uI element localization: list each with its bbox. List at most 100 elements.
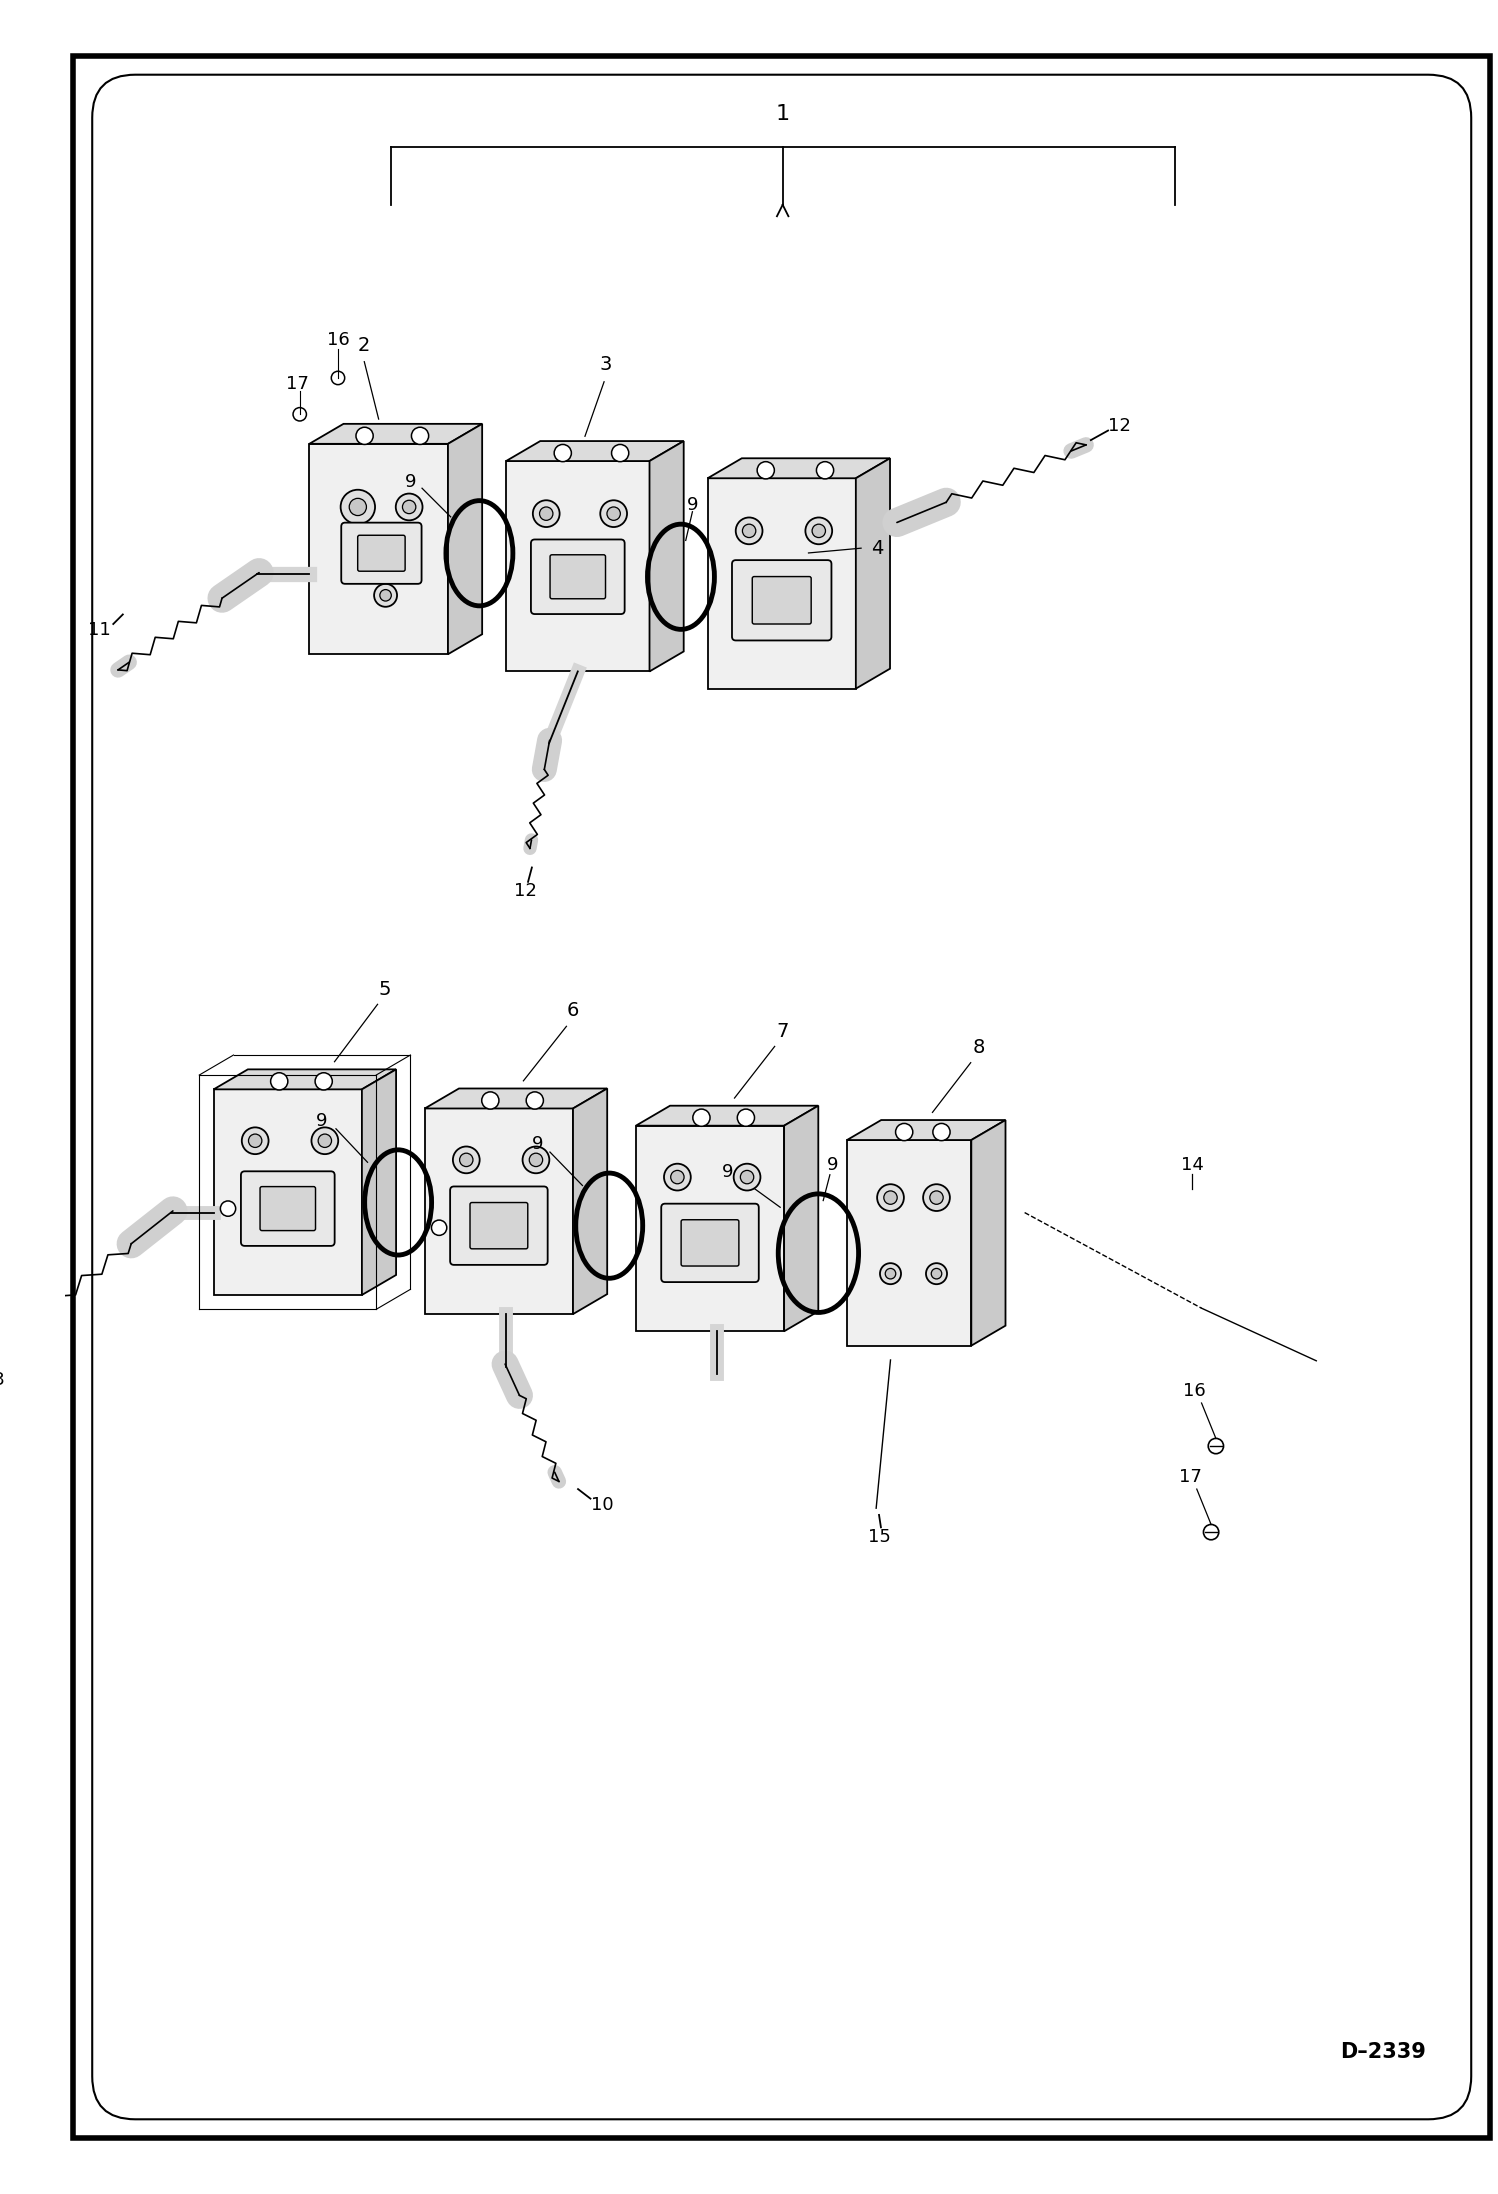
Text: 12: 12 <box>514 882 536 900</box>
Polygon shape <box>506 461 650 671</box>
Polygon shape <box>309 443 448 654</box>
Circle shape <box>932 1268 942 1279</box>
FancyBboxPatch shape <box>550 555 605 599</box>
Circle shape <box>533 500 560 527</box>
Circle shape <box>412 428 428 445</box>
Text: 5: 5 <box>377 979 391 998</box>
Circle shape <box>403 500 416 513</box>
Text: 8: 8 <box>972 1038 984 1058</box>
FancyBboxPatch shape <box>752 577 812 623</box>
FancyBboxPatch shape <box>261 1187 316 1231</box>
Circle shape <box>539 507 553 520</box>
Circle shape <box>806 518 833 544</box>
Circle shape <box>607 507 620 520</box>
Circle shape <box>816 461 834 478</box>
Circle shape <box>926 1264 947 1283</box>
Circle shape <box>315 1073 333 1090</box>
Text: 9: 9 <box>532 1134 544 1154</box>
Text: 15: 15 <box>867 1527 890 1547</box>
Circle shape <box>220 1200 235 1215</box>
Circle shape <box>241 1128 268 1154</box>
Text: 9: 9 <box>686 496 698 513</box>
Polygon shape <box>783 1106 818 1332</box>
Text: D–2339: D–2339 <box>1341 2043 1426 2062</box>
FancyBboxPatch shape <box>449 1187 548 1266</box>
Circle shape <box>933 1123 950 1141</box>
Circle shape <box>374 584 397 608</box>
Polygon shape <box>425 1088 607 1108</box>
Circle shape <box>460 1154 473 1167</box>
Polygon shape <box>846 1141 971 1345</box>
Polygon shape <box>707 459 890 478</box>
FancyBboxPatch shape <box>470 1202 527 1248</box>
Circle shape <box>930 1191 944 1205</box>
Polygon shape <box>846 1121 1005 1141</box>
Polygon shape <box>650 441 683 671</box>
Text: 2: 2 <box>358 336 370 355</box>
FancyBboxPatch shape <box>530 540 625 614</box>
Circle shape <box>923 1185 950 1211</box>
Polygon shape <box>363 1068 395 1294</box>
Circle shape <box>671 1169 685 1185</box>
Circle shape <box>664 1163 691 1191</box>
Polygon shape <box>214 1090 363 1294</box>
Text: 9: 9 <box>316 1112 328 1130</box>
Circle shape <box>249 1134 262 1147</box>
Text: 11: 11 <box>87 621 111 638</box>
Circle shape <box>271 1073 288 1090</box>
Circle shape <box>349 498 367 516</box>
Text: 1: 1 <box>776 103 789 123</box>
Circle shape <box>395 494 422 520</box>
Polygon shape <box>506 441 683 461</box>
Text: 17: 17 <box>286 375 309 393</box>
Text: 6: 6 <box>566 1000 580 1020</box>
FancyBboxPatch shape <box>342 522 421 584</box>
Circle shape <box>554 445 571 461</box>
Text: 16: 16 <box>1183 1382 1206 1400</box>
Circle shape <box>756 461 774 478</box>
Circle shape <box>482 1093 499 1110</box>
Polygon shape <box>574 1088 607 1314</box>
Circle shape <box>740 1169 753 1185</box>
FancyBboxPatch shape <box>358 535 404 570</box>
Circle shape <box>743 524 756 538</box>
Text: 4: 4 <box>872 540 884 557</box>
Circle shape <box>736 518 762 544</box>
Text: 12: 12 <box>1109 417 1131 434</box>
Text: 10: 10 <box>590 1496 613 1514</box>
Text: 3: 3 <box>599 355 613 373</box>
Text: 16: 16 <box>327 331 349 349</box>
Circle shape <box>885 1268 896 1279</box>
Polygon shape <box>971 1121 1005 1345</box>
FancyBboxPatch shape <box>241 1172 334 1246</box>
Circle shape <box>601 500 628 527</box>
Text: 9: 9 <box>404 472 416 491</box>
Circle shape <box>380 590 391 601</box>
Circle shape <box>879 1264 900 1283</box>
Circle shape <box>523 1147 550 1174</box>
Polygon shape <box>635 1106 818 1126</box>
Text: 9: 9 <box>722 1163 734 1180</box>
Text: 7: 7 <box>776 1022 788 1040</box>
FancyBboxPatch shape <box>661 1205 759 1281</box>
Circle shape <box>357 428 373 445</box>
Text: 17: 17 <box>1179 1468 1201 1485</box>
Circle shape <box>312 1128 339 1154</box>
Circle shape <box>694 1110 710 1126</box>
Circle shape <box>884 1191 897 1205</box>
Polygon shape <box>309 423 482 443</box>
Text: 9: 9 <box>827 1156 839 1174</box>
Polygon shape <box>635 1126 783 1332</box>
Circle shape <box>737 1110 755 1126</box>
Circle shape <box>896 1123 912 1141</box>
Circle shape <box>611 445 629 461</box>
Circle shape <box>812 524 825 538</box>
Circle shape <box>318 1134 331 1147</box>
Polygon shape <box>855 459 890 689</box>
Circle shape <box>452 1147 479 1174</box>
Circle shape <box>529 1154 542 1167</box>
FancyBboxPatch shape <box>733 559 831 641</box>
Polygon shape <box>425 1108 574 1314</box>
Circle shape <box>734 1163 761 1191</box>
FancyBboxPatch shape <box>682 1220 739 1266</box>
